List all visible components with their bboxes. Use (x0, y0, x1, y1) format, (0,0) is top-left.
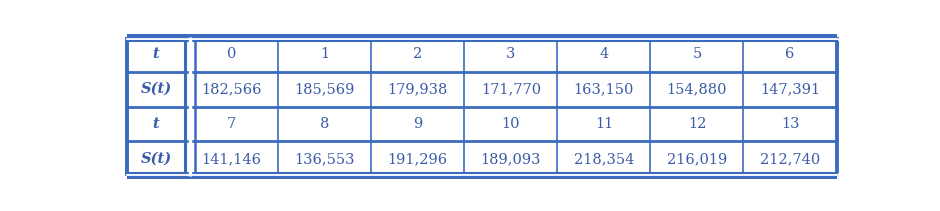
Text: 12: 12 (688, 117, 706, 131)
Text: 9: 9 (414, 117, 422, 131)
Text: 147,391: 147,391 (760, 82, 820, 96)
Text: 163,150: 163,150 (573, 82, 634, 96)
Text: 216,019: 216,019 (666, 152, 727, 166)
Text: S(t): S(t) (140, 82, 172, 96)
Text: 182,566: 182,566 (201, 82, 262, 96)
Text: 0: 0 (227, 47, 236, 61)
Text: 2: 2 (414, 47, 422, 61)
Text: 3: 3 (506, 47, 515, 61)
Text: 191,296: 191,296 (387, 152, 447, 166)
Text: 5: 5 (693, 47, 701, 61)
Text: t: t (152, 47, 160, 61)
Text: 1: 1 (321, 47, 329, 61)
Text: 179,938: 179,938 (387, 82, 448, 96)
Text: t: t (152, 117, 160, 131)
Text: 136,553: 136,553 (294, 152, 355, 166)
Text: 171,770: 171,770 (480, 82, 540, 96)
Bar (127, 37, 837, 176)
Text: 185,569: 185,569 (294, 82, 355, 96)
Text: S(t): S(t) (140, 152, 172, 166)
Text: 6: 6 (785, 47, 794, 61)
Text: 10: 10 (502, 117, 520, 131)
Text: 8: 8 (320, 117, 329, 131)
Text: 7: 7 (227, 117, 236, 131)
Text: 154,880: 154,880 (666, 82, 728, 96)
Text: 11: 11 (595, 117, 613, 131)
Text: 13: 13 (781, 117, 799, 131)
Text: 141,146: 141,146 (202, 152, 261, 166)
Text: 4: 4 (600, 47, 608, 61)
Text: 212,740: 212,740 (760, 152, 820, 166)
Text: 189,093: 189,093 (480, 152, 541, 166)
Text: 218,354: 218,354 (573, 152, 634, 166)
